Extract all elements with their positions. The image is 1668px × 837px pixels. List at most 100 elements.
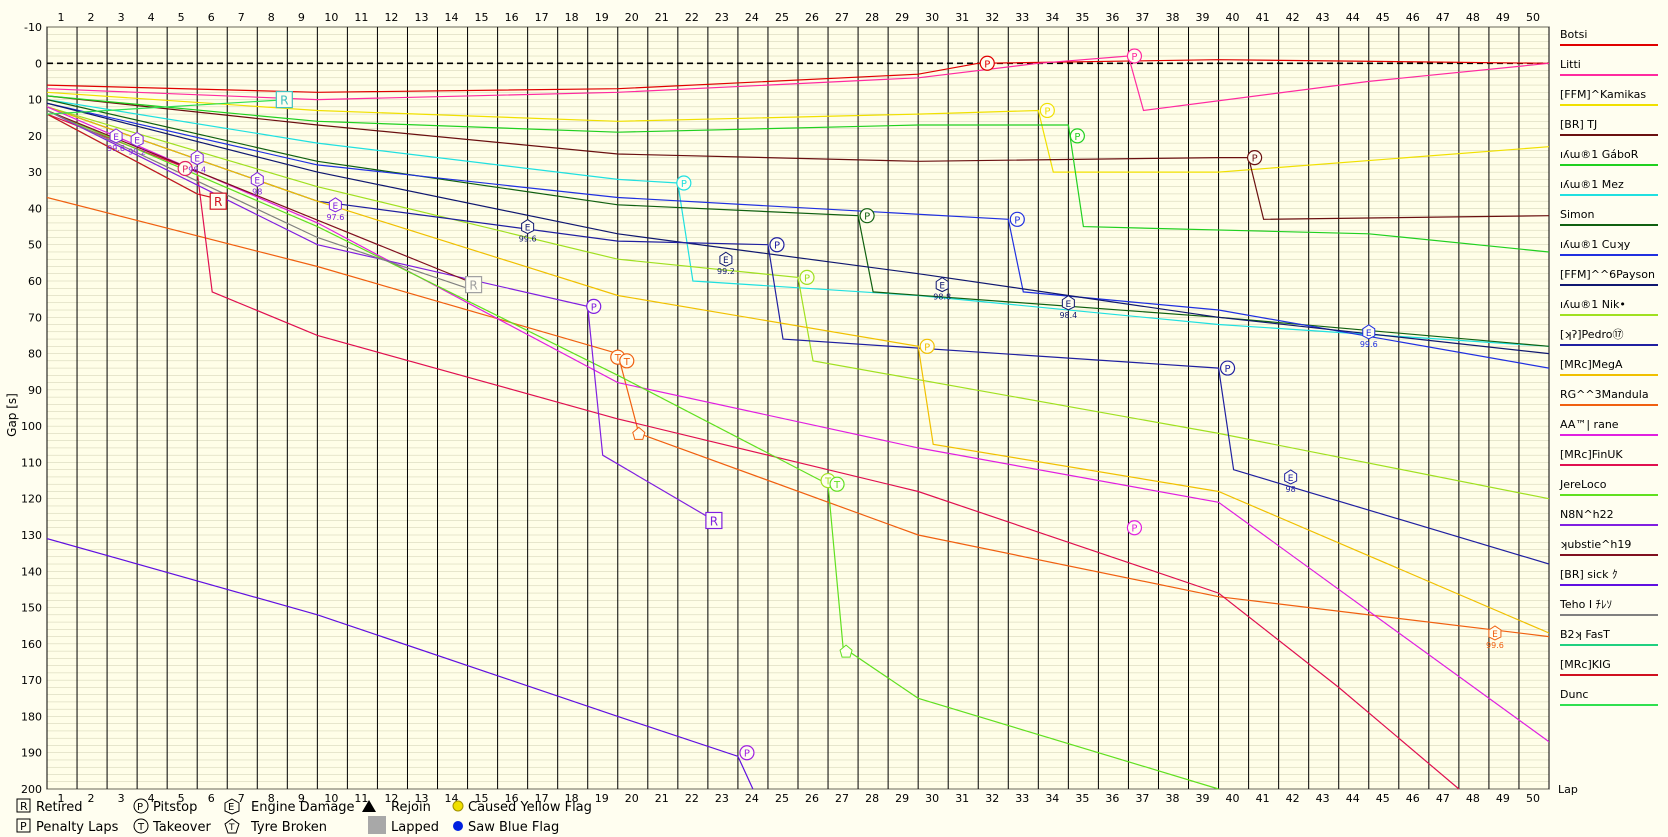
- x-tick-label-top: 16: [505, 11, 519, 24]
- x-tick-label-bottom: 42: [1286, 792, 1300, 805]
- y-tick-label: 130: [21, 529, 42, 542]
- y-tick-label: 60: [28, 275, 42, 288]
- legend-entry-label: ʞubstie^h19: [1560, 538, 1631, 551]
- x-tick-label-bottom: 17: [535, 792, 549, 805]
- key-pitstop: Pitstop: [153, 800, 197, 815]
- marker-glyph: P: [804, 273, 810, 284]
- legend-entry-label: Dunc: [1560, 688, 1588, 701]
- retired-marker: [275, 90, 293, 109]
- key-tyre: Tyre Broken: [250, 820, 327, 835]
- marker-glyph: P: [182, 165, 188, 176]
- engine-damage-marker: [1362, 324, 1376, 340]
- pitstop-key-icon: [133, 798, 149, 814]
- x-tick-label-top: 20: [625, 11, 639, 24]
- y-tick-label: 140: [21, 565, 42, 578]
- x-tick-label-bottom: 48: [1466, 792, 1480, 805]
- legend-entry-label: [FFM]^Kamikas: [1560, 88, 1646, 101]
- y-tick-label: 70: [28, 311, 42, 324]
- retired-marker: [464, 276, 483, 294]
- pitstop-key-glyph: P: [137, 802, 143, 813]
- legend-entry-label: JereLoco: [1559, 478, 1607, 491]
- legend-entry-label: RG^^3Mandula: [1560, 388, 1649, 401]
- engine-marker-glyph: E: [1288, 474, 1294, 484]
- legend: Botsi Litti [FFM]^Kamikas [BR] TJ ıʎɯ®1 Gábo…: [1559, 28, 1658, 706]
- x-tick-label-bottom: 16: [505, 792, 519, 805]
- x-tick-label-bottom: 12: [384, 792, 398, 805]
- retired-marker-glyph: R: [280, 94, 288, 108]
- x-tick-label-top: 41: [1256, 11, 1270, 24]
- x-tick-label-bottom: 43: [1316, 792, 1330, 805]
- x-tick-label-bottom: 7: [238, 792, 245, 805]
- series-line: [47, 102, 1549, 355]
- x-tick-label-top: 8: [268, 11, 275, 24]
- pitstop-marker: [1126, 48, 1143, 64]
- engine-damage-marker: [521, 218, 535, 235]
- engine-marker-glyph: E: [1366, 329, 1372, 339]
- y-tick-label: 20: [28, 130, 42, 143]
- engine-damage-label: 99.6: [519, 235, 537, 244]
- series-line: [47, 106, 1549, 743]
- series-line: [47, 106, 1549, 565]
- y-tick-label: 190: [21, 747, 42, 760]
- takeover-marker: [619, 353, 635, 369]
- engine-damage-label: 98.4: [1059, 311, 1077, 320]
- x-tick-label-bottom: 18: [565, 792, 579, 805]
- x-tick-label-bottom: 13: [414, 792, 428, 805]
- penalty-key-icon: [16, 818, 31, 833]
- marker-glyph: P: [1044, 106, 1050, 117]
- y-tick-label: 110: [21, 456, 42, 469]
- yellow-flag-key-icon: [452, 800, 464, 812]
- x-tick-label-bottom: 30: [925, 792, 939, 805]
- engine-damage-label: 98.8: [933, 293, 951, 302]
- x-tick-label-top: 18: [565, 11, 579, 24]
- x-tick-label-top: 40: [1226, 11, 1240, 24]
- x-tick-label-top: 7: [238, 11, 245, 24]
- x-tick-label-top: 9: [298, 11, 305, 24]
- marker-glyph: P: [1074, 132, 1080, 143]
- engine-damage-marker: [719, 251, 733, 267]
- key-takeover: Takeover: [152, 820, 211, 835]
- engine-key-glyph: E: [228, 802, 234, 813]
- engine-marker-glyph: E: [134, 136, 140, 146]
- x-tick-label-bottom: 20: [625, 792, 639, 805]
- marker-glyph: T: [614, 353, 622, 364]
- x-tick-label-top: 3: [118, 11, 125, 24]
- tyre-key-icon: [224, 818, 240, 834]
- x-tick-label-bottom: 41: [1256, 792, 1270, 805]
- y-tick-label: 40: [28, 202, 42, 215]
- legend-entry-label: N8N^h22: [1560, 508, 1614, 521]
- x-tick-label-bottom: 11: [354, 792, 368, 805]
- engine-damage-label: 98.4: [188, 166, 206, 175]
- marker-glyph: P: [864, 212, 870, 223]
- x-tick-label-top: 22: [685, 11, 699, 24]
- engine-damage-marker: [190, 150, 204, 166]
- x-tick-label-top: 6: [208, 11, 215, 24]
- x-tick-label-bottom: 2: [88, 792, 95, 805]
- pitstop-marker: [919, 338, 935, 354]
- engine-damage-label: 99.6: [1360, 340, 1378, 349]
- x-tick-label-top: 39: [1196, 11, 1210, 24]
- x-tick-label-bottom: 29: [895, 792, 909, 805]
- x-tick-label-top: 1: [58, 11, 65, 24]
- marker-glyph: P: [591, 302, 597, 313]
- engine-damage-marker: [130, 131, 144, 148]
- engine-damage-label: 98: [1286, 485, 1296, 494]
- y-tick-label: 10: [28, 94, 42, 107]
- legend-entry-label: ıʎɯ®1 GáboR: [1560, 148, 1639, 161]
- x-tick-label-bottom: 27: [835, 792, 849, 805]
- marker-glyph: P: [1225, 364, 1231, 375]
- x-tick-label-top: 23: [715, 11, 729, 24]
- marker-glyph: T: [833, 480, 841, 491]
- pitstop-marker: [1039, 102, 1055, 119]
- series-line: [47, 109, 468, 289]
- x-tick-label-bottom: 9: [298, 792, 305, 805]
- series-line: [47, 91, 1549, 173]
- x-tick-label-top: 26: [805, 11, 819, 24]
- rejoin-key-icon: [362, 800, 376, 812]
- takeover-marker: [829, 476, 845, 492]
- x-tick-label-bottom: 40: [1226, 792, 1240, 805]
- x-tick-label-bottom: 37: [1135, 792, 1149, 805]
- marker-glyph: P: [774, 241, 780, 252]
- series-line: [47, 106, 1549, 634]
